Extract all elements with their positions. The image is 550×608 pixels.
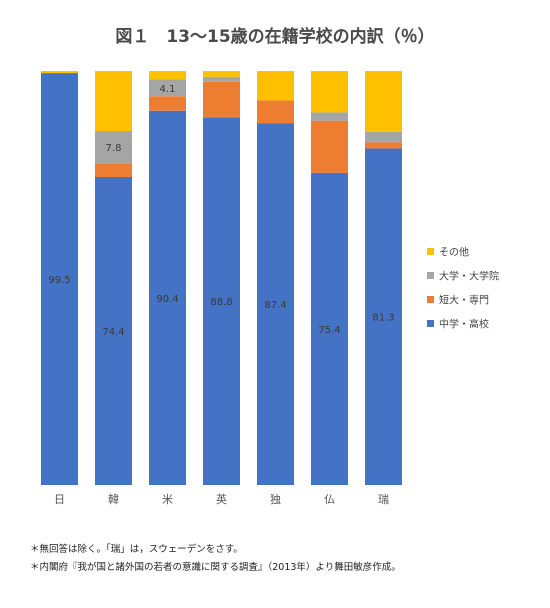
bar-segment-2-6 xyxy=(311,120,348,173)
bar-segment-1-1 xyxy=(41,73,78,485)
x-tick-label-7: 瑞 xyxy=(378,492,389,506)
data-label-1-4: 88.8 xyxy=(210,297,232,308)
legend-swatch-4 xyxy=(427,320,434,327)
x-tick-label-1: 日 xyxy=(54,493,65,506)
legend-label-2: 大学・大学院 xyxy=(439,270,499,283)
data-label-3-2: 7.8 xyxy=(106,143,122,154)
data-label-1-7: 81.3 xyxy=(372,313,394,324)
legend-label-1: その他 xyxy=(439,246,469,259)
data-label-1-6: 75.4 xyxy=(318,325,340,336)
bar-segment-1-6 xyxy=(311,172,348,485)
bar-segment-4-3 xyxy=(149,71,186,80)
footnote-source: ＊内閣府『我が国と諸外国の若者の意識に関する調査』（2013年）より舞田敏彦作成… xyxy=(30,562,401,573)
stacked-bar-chart: 図１ 13～15歳の在籍学校の内訳（％） 99.5 74.4 7.8 90.4 4.1 8… xyxy=(41,26,499,506)
bar-segment-2-5 xyxy=(257,100,294,124)
x-tick-label-4: 英 xyxy=(216,492,227,506)
legend-swatch-2 xyxy=(427,272,434,279)
footnote-exclusion: ＊無回答は除く。「瑞」は，スウェーデンをさす。 xyxy=(30,544,243,555)
x-tick-label-3: 米 xyxy=(162,493,173,506)
bar-segment-1-7 xyxy=(365,148,402,485)
bar-segment-3-6 xyxy=(311,112,348,121)
bar-segment-2-2 xyxy=(95,163,132,177)
bar-segment-4-1 xyxy=(41,71,78,74)
legend-swatch-1 xyxy=(427,248,434,255)
bar-segment-4-6 xyxy=(311,71,348,113)
bar-segment-2-4 xyxy=(203,81,240,118)
bar-segment-4-5 xyxy=(257,71,294,101)
bar-segment-1-3 xyxy=(149,110,186,485)
bar-segment-2-7 xyxy=(365,142,402,149)
x-tick-label-2: 韓 xyxy=(108,493,119,506)
bars-layer: 99.5 74.4 7.8 90.4 4.1 88.8 87.4 75.4 81.3 xyxy=(41,71,402,486)
data-label-3-3: 4.1 xyxy=(160,84,176,95)
bar-segment-1-4 xyxy=(203,117,240,486)
bar-segment-4-7 xyxy=(365,71,402,132)
legend-label-3: 短大・専門 xyxy=(439,294,489,307)
x-axis-tick-labels: 日韓米英独仏瑞 xyxy=(54,492,389,506)
legend-label-4: 中学・高校 xyxy=(439,318,489,331)
data-label-1-3: 90.4 xyxy=(156,294,178,305)
data-label-1-5: 87.4 xyxy=(264,300,286,311)
legend-swatch-3 xyxy=(427,296,434,303)
bar-segment-3-4 xyxy=(203,76,240,82)
bar-segment-3-3 xyxy=(149,79,186,97)
bar-segment-2-3 xyxy=(149,96,186,111)
data-label-1-1: 99.5 xyxy=(48,275,70,286)
bar-segment-4-4 xyxy=(203,71,240,77)
bar-segment-1-2 xyxy=(95,176,132,485)
data-label-1-2: 74.4 xyxy=(102,327,124,338)
bar-segment-4-2 xyxy=(95,71,132,132)
bar-segment-3-2 xyxy=(95,131,132,164)
x-tick-label-6: 仏 xyxy=(324,493,335,506)
bar-segment-1-5 xyxy=(257,123,294,485)
footnotes: ＊無回答は除く。「瑞」は，スウェーデンをさす。 ＊内閣府『我が国と諸外国の若者の… xyxy=(30,541,540,577)
chart-title: 図１ 13～15歳の在籍学校の内訳（％） xyxy=(115,26,434,47)
x-tick-label-5: 独 xyxy=(270,493,281,506)
bar-segment-3-7 xyxy=(365,131,402,143)
